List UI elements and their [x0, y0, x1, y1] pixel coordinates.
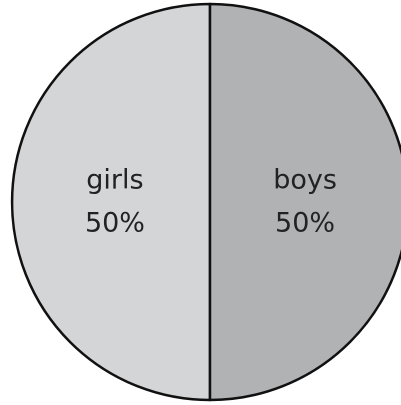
slice-label: boys	[273, 165, 337, 196]
pie-slice	[208, 2, 401, 402]
slice-value-label: 50%	[85, 208, 145, 239]
slice-value-label: 50%	[275, 208, 335, 239]
slice-label: girls	[86, 165, 143, 196]
pie-slice	[10, 2, 212, 402]
